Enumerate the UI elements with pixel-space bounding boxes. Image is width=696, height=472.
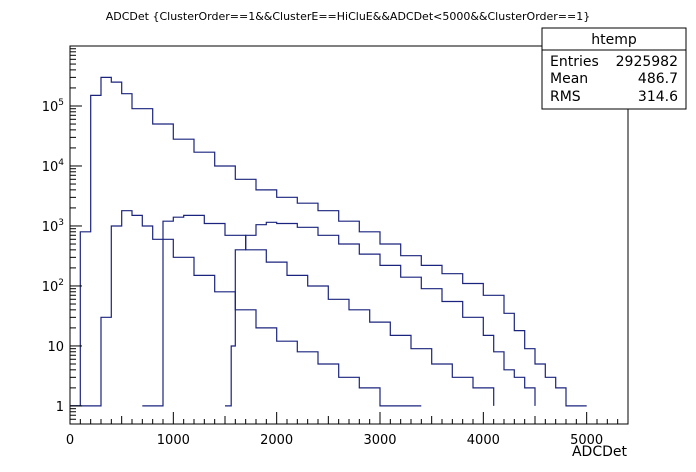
stats-mean-value: 486.7 xyxy=(638,71,678,87)
y-tick-label-100: 102 xyxy=(42,278,64,295)
y-tick-label-1000: 103 xyxy=(42,218,64,235)
series-layer xyxy=(70,76,587,407)
y-tick-label-10000: 104 xyxy=(42,158,65,175)
stats-entries-value: 2925982 xyxy=(616,54,678,70)
stats-rms-value: 314.6 xyxy=(638,89,678,105)
y-tick-exponent-10000: 4 xyxy=(58,158,64,168)
x-tick-label-3000: 3000 xyxy=(363,433,396,448)
series-4-line xyxy=(225,221,536,407)
stats-box: htemp Entries 2925982 Mean 486.7 RMS 314… xyxy=(541,27,687,110)
y-tick-label-100000: 105 xyxy=(42,98,64,115)
y-axis: 1 10 102 103 104 105 xyxy=(42,45,82,425)
stats-rms-label: RMS xyxy=(550,89,581,105)
stats-mean-label: Mean xyxy=(550,71,588,87)
x-tick-label-0: 0 xyxy=(66,433,74,448)
stats-box-frame xyxy=(541,27,687,110)
y-tick-exponent-100: 2 xyxy=(58,278,64,288)
y-tick-exponent-1000: 3 xyxy=(58,218,64,228)
y-tick-label-1: 1 xyxy=(56,400,64,415)
series-2-line xyxy=(70,210,422,407)
x-axis: 0 1000 2000 3000 4000 5000 xyxy=(66,412,629,448)
y-tick-label-10: 10 xyxy=(47,340,64,355)
series-3-line xyxy=(142,214,495,407)
x-axis-label: ADCDet xyxy=(572,444,628,460)
x-tick-label-2000: 2000 xyxy=(260,433,293,448)
x-tick-label-4000: 4000 xyxy=(467,433,500,448)
series-1-line xyxy=(70,76,587,407)
x-tick-label-5000: 5000 xyxy=(570,433,603,448)
x-tick-label-1000: 1000 xyxy=(157,433,190,448)
chart-title: ADCDet {ClusterOrder==1&&ClusterE==HiClu… xyxy=(106,10,591,23)
stats-title: htemp xyxy=(591,32,637,48)
y-tick-exponent-100000: 5 xyxy=(58,98,64,108)
stats-entries-label: Entries xyxy=(550,54,599,70)
